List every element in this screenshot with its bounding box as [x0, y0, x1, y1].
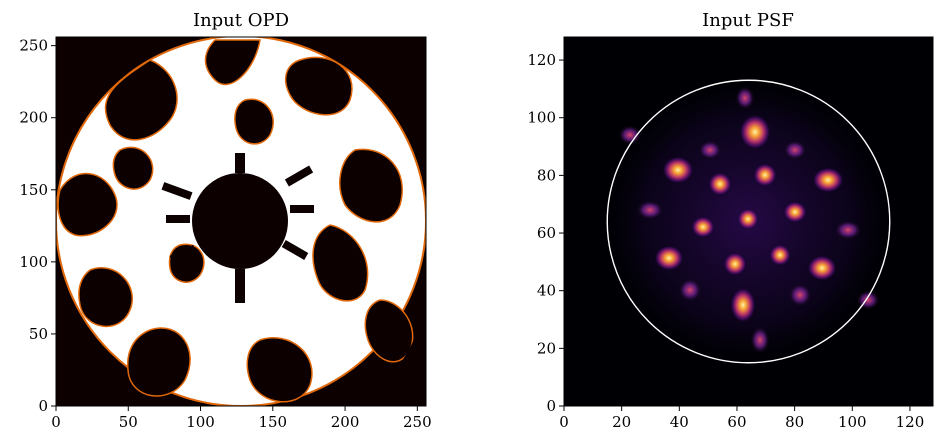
- psf-ticks: 0 20 40 60 80 100 120 0 20 40 60 80 100 120: [527, 51, 924, 431]
- psf-reference-circle: [606, 79, 891, 364]
- opd-xtick-label: 50: [119, 413, 138, 431]
- opd-ytick-label: 100: [19, 253, 48, 271]
- opd-xtick-label: 150: [258, 413, 287, 431]
- opd-ytick-label: 150: [19, 181, 48, 199]
- opd-xtick-label: 0: [51, 413, 61, 431]
- psf-ytick-label: 60: [537, 224, 556, 242]
- psf-xtick-label: 100: [838, 413, 867, 431]
- psf-xtick-label: 20: [612, 413, 631, 431]
- opd-ytick-label: 250: [19, 37, 48, 55]
- psf-xtick-label: 80: [785, 413, 804, 431]
- opd-title: Input OPD: [193, 10, 289, 31]
- opd-ytick-label: 50: [29, 325, 48, 343]
- psf-ytick-label: 100: [527, 109, 556, 127]
- psf-ytick-label: 80: [537, 166, 556, 184]
- opd-panel: Input OPD: [19, 10, 431, 431]
- psf-xtick-label: 60: [727, 413, 746, 431]
- psf-ytick-label: 120: [527, 51, 556, 69]
- psf-panel: Input PSF: [527, 10, 934, 431]
- psf-xtick-label: 0: [559, 413, 569, 431]
- opd-xtick-label: 200: [331, 413, 360, 431]
- opd-axes-frame: [55, 36, 427, 407]
- psf-ytick-label: 20: [537, 339, 556, 357]
- psf-axes-frame: [563, 36, 934, 407]
- psf-speckles: [618, 86, 880, 354]
- psf-ytick-label: 40: [537, 282, 556, 300]
- opd-xtick-label: 100: [186, 413, 215, 431]
- opd-xtick-label: 250: [403, 413, 432, 431]
- psf-title: Input PSF: [702, 10, 794, 31]
- psf-image: [564, 37, 933, 406]
- opd-image: [56, 37, 426, 406]
- psf-ytick-label: 0: [546, 397, 556, 415]
- psf-xtick-label: 40: [670, 413, 689, 431]
- psf-xtick-label: 120: [896, 413, 925, 431]
- opd-ytick-label: 200: [19, 109, 48, 127]
- opd-ticks: 0 50 100 150 200 250 0 50 100 150 200 250: [19, 37, 431, 431]
- opd-ytick-label: 0: [38, 397, 48, 415]
